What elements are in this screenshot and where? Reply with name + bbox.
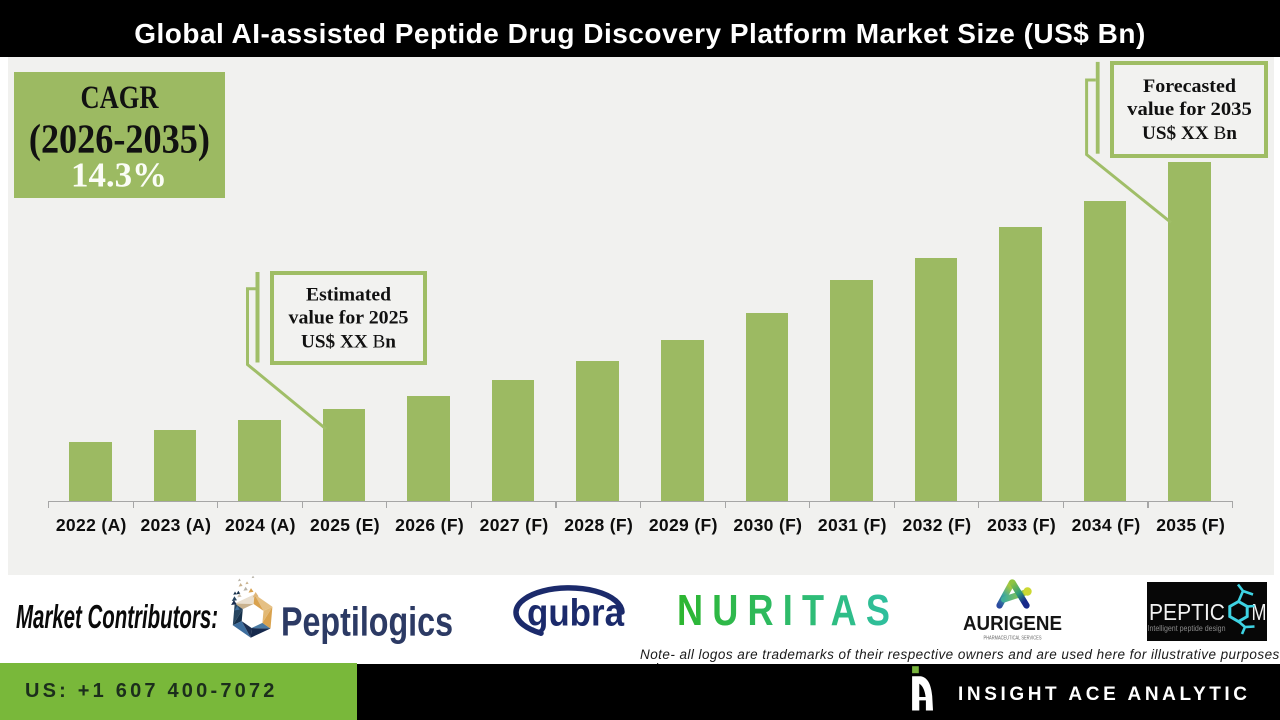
svg-text:Estimated: Estimated bbox=[306, 285, 391, 306]
svg-text:CAGR: CAGR bbox=[81, 80, 160, 116]
svg-text:Market Contributors:: Market Contributors: bbox=[16, 598, 218, 635]
svg-text:value for 2025: value for 2025 bbox=[289, 308, 409, 329]
svg-text:(2026-2035): (2026-2035) bbox=[29, 116, 210, 162]
svg-text:value for 2035: value for 2035 bbox=[1127, 99, 1252, 120]
svg-text:US$ XX Bn: US$ XX Bn bbox=[1142, 123, 1237, 144]
svg-text:gubra: gubra bbox=[527, 593, 625, 635]
svg-text:US$ XX Bn: US$ XX Bn bbox=[301, 332, 396, 353]
svg-text:PHARMACEUTICAL SERVICES: PHARMACEUTICAL SERVICES bbox=[984, 636, 1042, 642]
svg-text:NURITAS: NURITAS bbox=[677, 586, 890, 635]
svg-text:Forecasted: Forecasted bbox=[1143, 76, 1236, 97]
svg-text:AURIGENE: AURIGENE bbox=[963, 612, 1062, 635]
svg-text:M: M bbox=[1252, 599, 1267, 625]
svg-text:PEPTIC: PEPTIC bbox=[1149, 599, 1225, 625]
svg-text:14.3%: 14.3% bbox=[71, 156, 167, 195]
svg-text:Intelligent peptide design: Intelligent peptide design bbox=[1148, 624, 1226, 633]
svg-text:Peptilogics: Peptilogics bbox=[281, 598, 453, 644]
